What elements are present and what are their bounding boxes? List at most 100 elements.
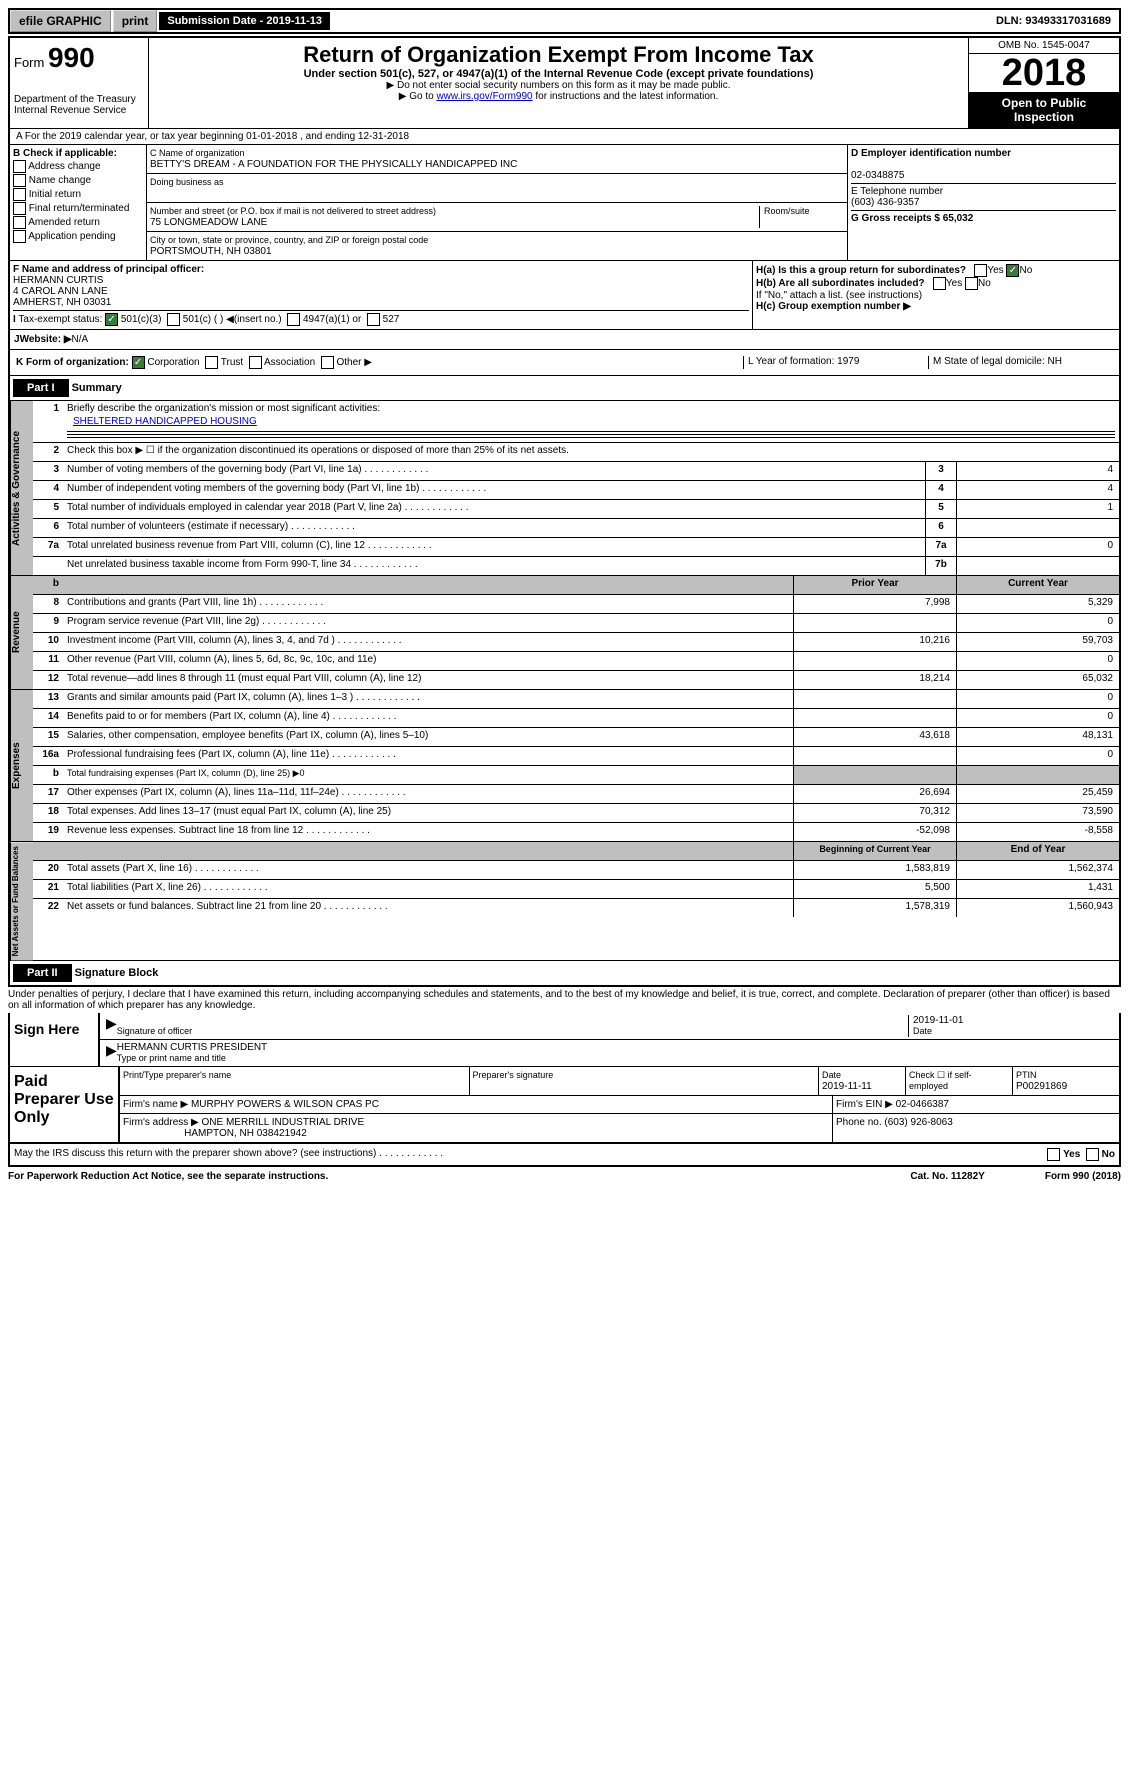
sign-date: 2019-11-01 [913, 1015, 963, 1026]
r7b-val [956, 557, 1119, 575]
tab-governance: Activities & Governance [10, 401, 33, 575]
ein: 02-0348875 [851, 170, 904, 181]
sign-arrow-icon-2: ▶ [106, 1042, 117, 1064]
r11-py [793, 652, 956, 670]
ha-lbl: H(a) Is this a group return for subordin… [756, 265, 966, 276]
sig-officer-lbl: Signature of officer [117, 1026, 192, 1036]
r12-py: 18,214 [793, 671, 956, 689]
hb-lbl: H(b) Are all subordinates included? [756, 278, 925, 289]
r20-cy: 1,562,374 [956, 861, 1119, 879]
tel-lbl: E Telephone number [851, 186, 943, 197]
ha-no[interactable]: ✓ [1006, 264, 1019, 277]
r4-text: Number of independent voting members of … [63, 481, 925, 499]
paperwork-notice: For Paperwork Reduction Act Notice, see … [8, 1171, 328, 1182]
tax-year: 2018 [969, 54, 1119, 92]
r7a-text: Total unrelated business revenue from Pa… [63, 538, 925, 556]
r11-cy: 0 [956, 652, 1119, 670]
street: 75 LONGMEADOW LANE [150, 217, 267, 228]
telephone: (603) 436-9357 [851, 197, 919, 208]
mission: SHELTERED HANDICAPPED HOUSING [67, 414, 1115, 429]
officer-addr2: AMHERST, NH 03031 [13, 297, 111, 308]
r15-py: 43,618 [793, 728, 956, 746]
r17-text: Other expenses (Part IX, column (A), lin… [63, 785, 793, 803]
r13-cy: 0 [956, 690, 1119, 708]
chk-amended[interactable] [13, 216, 26, 229]
r6-text: Total number of volunteers (estimate if … [63, 519, 925, 537]
perjury-declaration: Under penalties of perjury, I declare th… [8, 987, 1121, 1013]
r4-val: 4 [956, 481, 1119, 499]
website-lbl: Website: ▶ [20, 334, 72, 345]
chk-501c[interactable] [167, 313, 180, 326]
r15-text: Salaries, other compensation, employee b… [63, 728, 793, 746]
form-title: Return of Organization Exempt From Incom… [153, 42, 964, 68]
hb-yes[interactable] [933, 277, 946, 290]
tab-expenses: Expenses [10, 690, 33, 841]
r18-text: Total expenses. Add lines 13–17 (must eq… [63, 804, 793, 822]
hb-no[interactable] [965, 277, 978, 290]
r16b-text: Total fundraising expenses (Part IX, col… [63, 766, 793, 784]
r16a-cy: 0 [956, 747, 1119, 765]
self-employed-chk: Check ☐ if self-employed [909, 1070, 972, 1091]
chk-other[interactable] [321, 356, 334, 369]
irs: Internal Revenue Service [14, 105, 144, 116]
r14-text: Benefits paid to or for members (Part IX… [63, 709, 793, 727]
chk-527[interactable] [367, 313, 380, 326]
name-lbl: C Name of organization [150, 148, 245, 158]
chk-4947[interactable] [287, 313, 300, 326]
r18-py: 70,312 [793, 804, 956, 822]
prior-year-hdr: Prior Year [793, 576, 956, 594]
col-b: B Check if applicable: Address change Na… [10, 145, 147, 260]
r19-py: -52,098 [793, 823, 956, 841]
r2-text: Check this box ▶ ☐ if the organization d… [63, 443, 1119, 461]
chk-name[interactable] [13, 174, 26, 187]
ha-yes[interactable] [974, 264, 987, 277]
r9-text: Program service revenue (Part VIII, line… [63, 614, 793, 632]
hc-lbl: H(c) Group exemption number ▶ [756, 301, 911, 312]
chk-address[interactable] [13, 160, 26, 173]
officer-sign-name: HERMANN CURTIS PRESIDENT [117, 1042, 267, 1053]
dept: Department of the Treasury [14, 94, 144, 105]
chk-corp[interactable]: ✓ [132, 356, 145, 369]
chk-initial[interactable] [13, 188, 26, 201]
r3-text: Number of voting members of the governin… [63, 462, 925, 480]
discuss-no[interactable] [1086, 1148, 1099, 1161]
r19-cy: -8,558 [956, 823, 1119, 841]
current-year-hdr: Current Year [956, 576, 1119, 594]
chk-trust[interactable] [205, 356, 218, 369]
dln: DLN: 93493317031689 [988, 12, 1119, 30]
r8-cy: 5,329 [956, 595, 1119, 613]
instructions-link[interactable]: www.irs.gov/Form990 [436, 91, 532, 102]
addr-lbl: Number and street (or P.O. box if mail i… [150, 206, 436, 216]
chk-assoc[interactable] [249, 356, 262, 369]
part2-title: Signature Block [75, 967, 159, 979]
r12-cy: 65,032 [956, 671, 1119, 689]
note2-pre: ▶ Go to [399, 91, 437, 102]
chk-pending[interactable] [13, 230, 26, 243]
paid-preparer-lbl: Paid Preparer Use Only [10, 1067, 120, 1142]
r3-val: 4 [956, 462, 1119, 480]
gross-receipts: G Gross receipts $ 65,032 [851, 213, 973, 224]
chk-501c3[interactable]: ✓ [105, 313, 118, 326]
r22-cy: 1,560,943 [956, 899, 1119, 917]
r5-text: Total number of individuals employed in … [63, 500, 925, 518]
chk-final[interactable] [13, 202, 26, 215]
preparer-sig-lbl: Preparer's signature [473, 1070, 554, 1080]
print-btn[interactable]: print [113, 10, 158, 32]
r11-text: Other revenue (Part VIII, column (A), li… [63, 652, 793, 670]
dba-lbl: Doing business as [150, 177, 224, 187]
preparer-date: 2019-11-11 [822, 1081, 872, 1092]
tab-revenue: Revenue [10, 576, 33, 689]
city-lbl: City or town, state or province, country… [150, 235, 428, 245]
open-inspection: Open to Public Inspection [969, 92, 1119, 128]
r16a-text: Professional fundraising fees (Part IX, … [63, 747, 793, 765]
r18-cy: 73,590 [956, 804, 1119, 822]
discuss-yes[interactable] [1047, 1148, 1060, 1161]
form-label: Form [14, 55, 44, 70]
efile-btn[interactable]: efile GRAPHIC [10, 10, 111, 32]
form-body: Form 990 Department of the Treasury Inte… [8, 36, 1121, 987]
form-number: 990 [48, 42, 95, 73]
cat-no: Cat. No. 11282Y [910, 1171, 984, 1182]
firm-name-lbl: Firm's name ▶ [123, 1099, 188, 1110]
r20-text: Total assets (Part X, line 16) [63, 861, 793, 879]
sign-arrow-icon: ▶ [106, 1015, 117, 1037]
